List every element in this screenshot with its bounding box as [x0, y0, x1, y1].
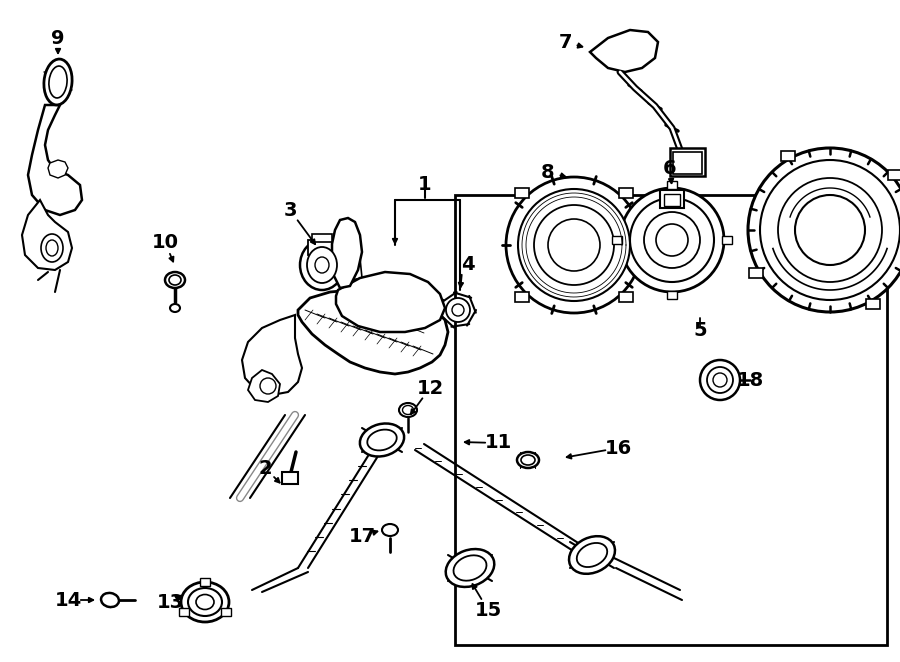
Circle shape	[534, 205, 614, 285]
Ellipse shape	[569, 536, 615, 574]
Ellipse shape	[101, 593, 119, 607]
Circle shape	[630, 198, 714, 282]
Circle shape	[620, 188, 724, 292]
Circle shape	[446, 298, 470, 322]
Bar	[660, 190, 684, 208]
Circle shape	[795, 195, 865, 265]
Circle shape	[518, 189, 630, 301]
Ellipse shape	[577, 543, 608, 567]
Ellipse shape	[517, 452, 539, 468]
Polygon shape	[298, 290, 448, 374]
Text: 11: 11	[484, 434, 511, 453]
Circle shape	[656, 224, 688, 256]
Text: 10: 10	[151, 232, 178, 252]
Circle shape	[760, 160, 900, 300]
Text: 6: 6	[663, 158, 677, 177]
Ellipse shape	[360, 424, 404, 457]
Text: 2: 2	[258, 459, 272, 477]
Bar	[750, 267, 763, 277]
Text: 5: 5	[693, 320, 706, 340]
Polygon shape	[28, 105, 82, 215]
Bar	[282, 472, 298, 484]
Bar	[780, 152, 795, 162]
Text: 13: 13	[157, 592, 184, 612]
Text: 14: 14	[54, 591, 82, 610]
Text: 16: 16	[605, 438, 632, 457]
Bar	[220, 608, 230, 616]
Bar	[179, 608, 189, 616]
Circle shape	[548, 219, 600, 271]
Polygon shape	[336, 272, 445, 332]
Circle shape	[644, 212, 700, 268]
Ellipse shape	[300, 240, 344, 290]
Circle shape	[707, 367, 733, 393]
Ellipse shape	[367, 430, 397, 450]
Ellipse shape	[181, 582, 229, 622]
Text: 12: 12	[417, 379, 444, 397]
Circle shape	[778, 178, 882, 282]
Ellipse shape	[170, 304, 180, 312]
Bar	[670, 148, 705, 176]
Bar	[312, 234, 332, 242]
Circle shape	[260, 378, 276, 394]
Text: 3: 3	[284, 201, 297, 220]
Text: 15: 15	[474, 600, 501, 620]
Ellipse shape	[188, 588, 222, 616]
Ellipse shape	[446, 549, 494, 587]
Circle shape	[506, 177, 642, 313]
Ellipse shape	[521, 455, 535, 465]
Bar	[667, 291, 677, 299]
Ellipse shape	[382, 524, 398, 536]
Polygon shape	[248, 370, 280, 402]
Ellipse shape	[46, 240, 58, 256]
Text: 9: 9	[51, 28, 65, 48]
Bar	[308, 240, 336, 255]
Ellipse shape	[399, 403, 417, 417]
Bar	[888, 170, 900, 180]
Polygon shape	[22, 200, 72, 270]
Bar	[515, 293, 528, 303]
Polygon shape	[48, 160, 68, 178]
Bar	[612, 236, 622, 244]
Ellipse shape	[402, 406, 413, 414]
Ellipse shape	[41, 234, 63, 262]
Bar	[515, 187, 528, 198]
Polygon shape	[590, 30, 658, 72]
Bar	[619, 293, 634, 303]
Circle shape	[713, 373, 727, 387]
Ellipse shape	[315, 257, 329, 273]
Polygon shape	[332, 218, 362, 288]
Bar	[673, 152, 702, 174]
Ellipse shape	[49, 66, 68, 98]
Ellipse shape	[307, 247, 337, 283]
Bar	[667, 181, 677, 189]
Ellipse shape	[165, 272, 185, 288]
Circle shape	[452, 304, 464, 316]
Text: 4: 4	[461, 256, 475, 275]
Circle shape	[700, 360, 740, 400]
Polygon shape	[242, 315, 302, 395]
Bar	[454, 195, 886, 645]
Text: 1: 1	[418, 175, 432, 195]
Polygon shape	[338, 258, 362, 282]
Ellipse shape	[169, 275, 181, 285]
Text: 7: 7	[558, 32, 572, 52]
Ellipse shape	[196, 594, 214, 610]
Ellipse shape	[44, 59, 72, 105]
Bar	[866, 299, 879, 308]
Ellipse shape	[454, 555, 487, 581]
Bar	[722, 236, 732, 244]
Circle shape	[748, 148, 900, 312]
Text: 18: 18	[736, 371, 763, 389]
Bar	[664, 194, 680, 206]
Bar	[619, 187, 634, 198]
Text: 8: 8	[541, 162, 554, 181]
Text: 17: 17	[348, 526, 375, 545]
Bar	[200, 578, 210, 586]
